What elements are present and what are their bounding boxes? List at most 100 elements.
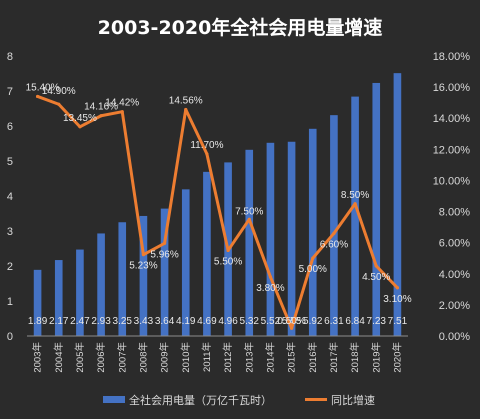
bar <box>351 96 359 336</box>
bar <box>330 115 338 337</box>
bar <box>245 149 254 336</box>
bar-value-label: 4.69 <box>197 316 217 327</box>
bar <box>33 269 42 336</box>
bar <box>372 82 381 336</box>
x-tick-label: 2010年 <box>180 342 192 373</box>
bar-value-label: 4.96 <box>218 316 238 327</box>
line-value-label: 3.10% <box>383 294 411 305</box>
bar-value-label: 2.17 <box>49 316 69 327</box>
bar <box>76 249 84 336</box>
line-value-label: 14.90% <box>42 86 76 97</box>
x-axis: 2003年 2004年 2005年 2006年 2007年 2008年 2009年 2010年… <box>27 335 408 373</box>
line-value-label: 8.50% <box>341 190 369 201</box>
line-point <box>353 202 357 206</box>
line-value-label: 0.50% <box>277 316 305 327</box>
right-tick-label: 10.00% <box>433 175 471 187</box>
legend: 全社会用电量（万亿千瓦时） 同比增速 <box>103 393 375 407</box>
left-tick-label: 4 <box>7 191 13 203</box>
bar <box>266 142 275 336</box>
line-point <box>184 107 188 112</box>
x-tick-label: 2019年 <box>370 342 382 373</box>
line-value-label: 14.56% <box>169 96 203 107</box>
right-tick-label: 16.00% <box>433 82 471 94</box>
line-value-label: 14.42% <box>105 98 139 109</box>
bar <box>118 222 127 336</box>
bar-value-label: 5.32 <box>240 316 260 327</box>
right-tick-label: 12.00% <box>433 144 471 156</box>
line-value-label: 5.50% <box>214 256 242 267</box>
line-value-label: 7.50% <box>235 206 263 217</box>
right-tick-label: 2.00% <box>439 300 470 312</box>
right-tick-label: 0.00% <box>439 331 470 343</box>
bar-value-label: 3.64 <box>155 316 175 327</box>
line-value-label: 6.60% <box>320 239 348 250</box>
line-point <box>395 286 400 290</box>
bar <box>160 208 169 336</box>
line-point <box>289 326 294 330</box>
left-tick-label: 8 <box>7 51 13 63</box>
bar <box>181 189 190 336</box>
right-tick-label: 14.00% <box>433 113 471 125</box>
bar <box>54 260 63 336</box>
left-tick-label: 7 <box>7 86 13 98</box>
bar-value-label: 2.93 <box>91 316 111 327</box>
line-value-label: 5.00% <box>299 264 327 275</box>
bar-value-label: 7.51 <box>388 316 408 327</box>
line-value-label: 14.16% <box>84 102 118 113</box>
line-point <box>332 231 336 235</box>
line-value-label: 13.45% <box>63 113 97 124</box>
bar-value-label: 5.92 <box>303 316 323 327</box>
line-value-labels: 15.40%14.90% 13.45%14.16%14.42% 5.23%5.96%… <box>26 82 412 327</box>
bar-value-label: 5.55 <box>282 316 302 327</box>
left-tick-label: 0 <box>7 331 13 343</box>
line-point <box>162 241 167 245</box>
left-tick-label: 1 <box>7 296 13 308</box>
bar <box>308 128 317 336</box>
right-tick-label: 4.00% <box>439 269 470 281</box>
right-tick-label: 18.00% <box>433 51 471 63</box>
x-tick-label: 2008年 <box>137 342 149 373</box>
x-tick-label: 2017年 <box>328 342 340 373</box>
bar-value-label: 3.25 <box>113 316 133 327</box>
line-point <box>205 152 209 156</box>
x-tick-label: 2003年 <box>32 342 44 373</box>
line-point <box>120 110 124 114</box>
x-tick-label: 2013年 <box>243 342 255 373</box>
left-tick-label: 2 <box>7 261 13 273</box>
right-tick-label: 6.00% <box>439 238 470 250</box>
line-series <box>35 94 400 330</box>
bar-value-label: 5.52 <box>261 316 281 327</box>
bar-value-label: 4.19 <box>176 316 196 327</box>
line-point <box>57 102 61 106</box>
x-tick-label: 2004年 <box>53 342 65 373</box>
x-tick-label: 2011年 <box>201 342 213 372</box>
bar-value-label: 1.89 <box>28 316 48 327</box>
line-value-label: 3.80% <box>256 283 284 294</box>
x-tick-label: 2009年 <box>159 342 171 373</box>
bar-value-labels: 1.89 2.17 2.47 2.93 3.25 3.43 3.64 4.19 4.69 4.96… <box>28 316 408 327</box>
line-value-label: 15.40% <box>26 82 60 93</box>
x-tick-label: 2007年 <box>116 342 128 373</box>
bar <box>139 215 148 336</box>
x-tick-label: 2018年 <box>349 342 361 373</box>
bar <box>97 233 105 336</box>
line-point <box>247 217 251 221</box>
x-tick-label: 2005年 <box>74 342 86 373</box>
line-point <box>311 256 315 260</box>
bar <box>287 141 296 336</box>
x-tick-label: 2012年 <box>222 342 234 373</box>
line-point <box>374 264 378 268</box>
right-tick-label: 8.00% <box>439 207 470 219</box>
bar-value-label: 3.43 <box>134 316 154 327</box>
line-point <box>35 94 40 99</box>
x-tick-label: 2016年 <box>307 342 319 373</box>
line-point <box>99 114 103 118</box>
legend-label-line: 同比增速 <box>331 393 375 407</box>
legend-label-bar: 全社会用电量（万亿千瓦时） <box>129 393 272 407</box>
x-tick-label: 2020年 <box>391 342 403 373</box>
left-axis: 0 1 2 3 4 5 6 7 8 <box>7 51 13 343</box>
left-tick-label: 5 <box>7 156 13 168</box>
bar-value-label: 2.47 <box>70 316 90 327</box>
line-point <box>226 248 230 253</box>
